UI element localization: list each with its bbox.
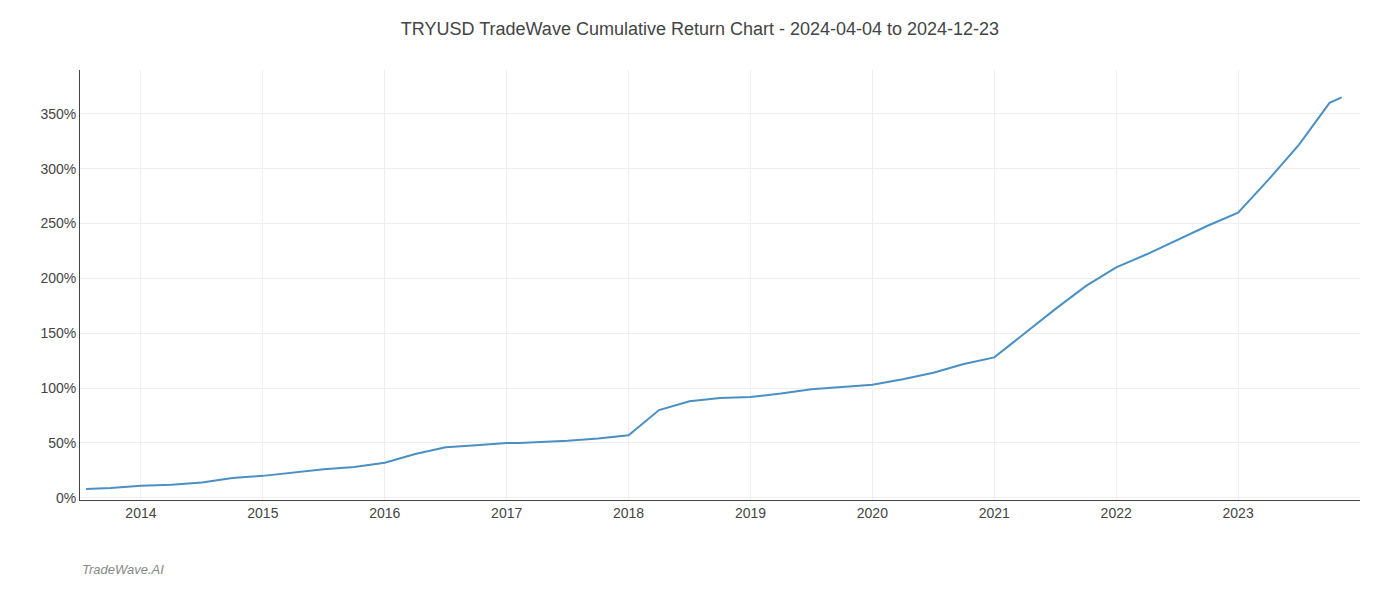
svg-text:200%: 200%	[40, 270, 76, 286]
svg-text:2023: 2023	[1223, 505, 1254, 521]
svg-text:TRYUSD TradeWave Cumulative Re: TRYUSD TradeWave Cumulative Return Chart…	[401, 19, 999, 39]
svg-text:2016: 2016	[369, 505, 400, 521]
svg-text:2020: 2020	[857, 505, 888, 521]
svg-text:100%: 100%	[40, 380, 76, 396]
svg-text:TradeWave.AI: TradeWave.AI	[82, 562, 164, 577]
svg-text:2019: 2019	[735, 505, 766, 521]
svg-text:2015: 2015	[247, 505, 278, 521]
svg-text:250%: 250%	[40, 215, 76, 231]
svg-text:2017: 2017	[491, 505, 522, 521]
svg-text:50%: 50%	[48, 435, 76, 451]
svg-text:2022: 2022	[1101, 505, 1132, 521]
svg-text:0%: 0%	[56, 490, 76, 506]
svg-text:2021: 2021	[979, 505, 1010, 521]
svg-text:300%: 300%	[40, 161, 76, 177]
svg-text:2018: 2018	[613, 505, 644, 521]
svg-text:150%: 150%	[40, 325, 76, 341]
svg-text:2014: 2014	[125, 505, 156, 521]
svg-text:350%: 350%	[40, 106, 76, 122]
